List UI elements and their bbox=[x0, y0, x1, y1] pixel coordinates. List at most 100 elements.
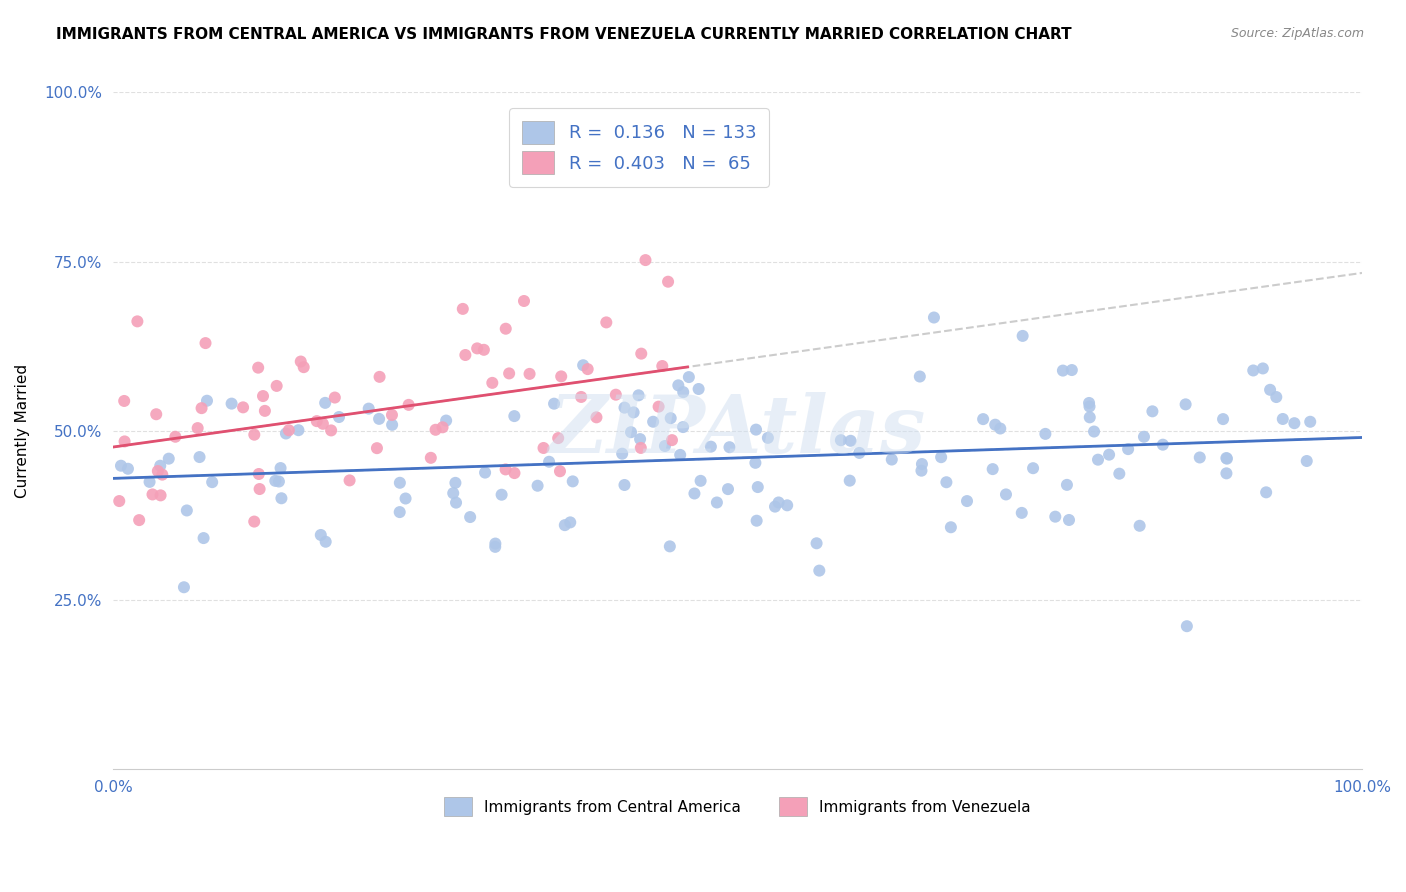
Point bbox=[270, 491, 292, 506]
Point bbox=[1035, 426, 1057, 441]
Point bbox=[1142, 404, 1164, 418]
Y-axis label: Currently Married: Currently Married bbox=[15, 364, 30, 498]
Point bbox=[368, 412, 391, 426]
Point bbox=[366, 441, 388, 455]
Point bbox=[554, 518, 576, 533]
Point bbox=[627, 388, 650, 402]
Point bbox=[984, 417, 1007, 432]
Point bbox=[357, 401, 380, 416]
Point bbox=[547, 431, 569, 445]
Point bbox=[145, 407, 167, 421]
Point bbox=[503, 409, 526, 423]
Point bbox=[1078, 400, 1101, 414]
Point bbox=[683, 486, 706, 500]
Point bbox=[441, 486, 464, 500]
Point bbox=[848, 446, 870, 460]
Point bbox=[267, 475, 290, 489]
Point bbox=[956, 494, 979, 508]
Point bbox=[706, 495, 728, 509]
Text: Source: ZipAtlas.com: Source: ZipAtlas.com bbox=[1230, 27, 1364, 40]
Point bbox=[630, 441, 652, 455]
Point bbox=[141, 487, 163, 501]
Point bbox=[243, 515, 266, 529]
Point bbox=[381, 408, 404, 422]
Point bbox=[481, 376, 503, 390]
Point bbox=[623, 405, 645, 419]
Point bbox=[1256, 485, 1278, 500]
Point bbox=[1045, 509, 1067, 524]
Point bbox=[1188, 450, 1211, 465]
Point bbox=[717, 482, 740, 496]
Point bbox=[194, 336, 217, 351]
Point bbox=[806, 536, 828, 550]
Point bbox=[585, 410, 607, 425]
Point bbox=[929, 450, 952, 465]
Point bbox=[548, 464, 571, 478]
Point bbox=[444, 475, 467, 490]
Point bbox=[939, 520, 962, 534]
Point bbox=[669, 448, 692, 462]
Point bbox=[672, 420, 695, 434]
Point bbox=[173, 580, 195, 594]
Point bbox=[157, 451, 180, 466]
Point bbox=[561, 475, 583, 489]
Point bbox=[613, 478, 636, 492]
Point bbox=[1215, 467, 1237, 481]
Point bbox=[747, 480, 769, 494]
Point bbox=[108, 494, 131, 508]
Point bbox=[305, 414, 328, 428]
Point bbox=[1152, 438, 1174, 452]
Point bbox=[252, 389, 274, 403]
Point bbox=[190, 401, 212, 416]
Point bbox=[634, 253, 657, 268]
Point bbox=[498, 367, 520, 381]
Point bbox=[434, 413, 457, 427]
Point bbox=[689, 474, 711, 488]
Point bbox=[247, 467, 270, 481]
Point bbox=[1022, 461, 1045, 475]
Point bbox=[1258, 383, 1281, 397]
Point bbox=[315, 534, 337, 549]
Point bbox=[128, 513, 150, 527]
Point bbox=[657, 275, 679, 289]
Point bbox=[368, 369, 391, 384]
Point bbox=[287, 423, 309, 437]
Point bbox=[569, 390, 592, 404]
Point bbox=[1284, 416, 1306, 430]
Point bbox=[398, 398, 420, 412]
Point bbox=[1265, 390, 1288, 404]
Point bbox=[1078, 410, 1101, 425]
Point bbox=[394, 491, 416, 506]
Text: ZIPAtlas: ZIPAtlas bbox=[548, 392, 927, 469]
Point bbox=[472, 343, 495, 357]
Point bbox=[187, 421, 209, 435]
Point bbox=[839, 434, 862, 448]
Point bbox=[243, 427, 266, 442]
Point bbox=[150, 467, 173, 482]
Point bbox=[1056, 478, 1078, 492]
Point bbox=[666, 378, 689, 392]
Point bbox=[613, 401, 636, 415]
Point bbox=[576, 362, 599, 376]
Point bbox=[1083, 425, 1105, 439]
Point bbox=[763, 500, 786, 514]
Point bbox=[314, 396, 336, 410]
Point bbox=[474, 466, 496, 480]
Point bbox=[612, 447, 634, 461]
Point bbox=[425, 423, 447, 437]
Point bbox=[830, 434, 852, 448]
Point bbox=[149, 458, 172, 473]
Point bbox=[149, 488, 172, 502]
Point bbox=[292, 360, 315, 375]
Point bbox=[1251, 361, 1274, 376]
Text: IMMIGRANTS FROM CENTRAL AMERICA VS IMMIGRANTS FROM VENEZUELA CURRENTLY MARRIED C: IMMIGRANTS FROM CENTRAL AMERICA VS IMMIG… bbox=[56, 27, 1071, 42]
Point bbox=[768, 495, 790, 509]
Point bbox=[117, 462, 139, 476]
Point bbox=[458, 510, 481, 524]
Point bbox=[654, 439, 676, 453]
Point bbox=[572, 358, 595, 372]
Point bbox=[312, 417, 335, 431]
Point bbox=[381, 417, 404, 432]
Point bbox=[560, 516, 582, 530]
Point bbox=[911, 457, 934, 471]
